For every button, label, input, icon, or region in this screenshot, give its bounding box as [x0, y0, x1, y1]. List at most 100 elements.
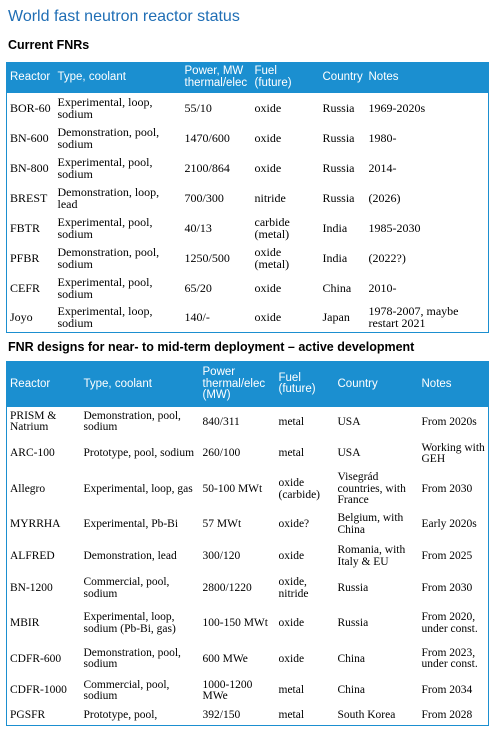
cell-power: 140/- — [184, 310, 210, 325]
cell-type: Experimental, loop, sodium — [57, 94, 153, 121]
cell-fuel: oxide — [278, 652, 305, 665]
cell-notes: 1985-2030 — [368, 220, 421, 235]
table-row: MYRRHA Experimental, Pb-Bi 57 MWt oxide?… — [7, 509, 489, 541]
cell-type: Commercial, pool, sodium — [83, 678, 170, 703]
cell-fuel: metal — [278, 709, 305, 722]
table-row: MBIR Experimental, loop, sodium (Pb-Bi, … — [7, 604, 489, 643]
cell-power: 57 MWt — [202, 518, 242, 531]
cell-notes: From 2030 — [421, 581, 473, 594]
cell-reactor: CDFR-600 — [10, 652, 62, 665]
cell-country: Russia — [322, 100, 355, 115]
col-header-type: Type, coolant — [80, 361, 200, 407]
cell-notes: (2026) — [368, 190, 401, 205]
cell-country: Russia — [322, 130, 355, 145]
cell-fuel: oxide — [254, 310, 282, 325]
cell-fuel: carbide (metal) — [254, 214, 290, 241]
cell-type: Demonstration, pool, sodium — [57, 244, 160, 271]
cell-country: Russia — [322, 190, 355, 205]
cell-notes: From 2025 — [421, 550, 473, 563]
cell-type: Experimental, pool, sodium — [57, 214, 153, 241]
col-header-notes: Notes — [365, 62, 489, 93]
cell-country: Russia — [337, 581, 369, 594]
cell-reactor: PFBR — [10, 250, 40, 265]
cell-fuel: oxide — [278, 550, 305, 563]
cell-power: 260/100 — [202, 447, 241, 460]
cell-type: Demonstration, pool, sodium — [83, 646, 181, 671]
table-row: PGSFR Prototype, pool, 392/150 metal Sou… — [7, 707, 489, 725]
table-row: ALFRED Demonstration, lead 300/120 oxide… — [7, 541, 489, 573]
cell-fuel: oxide, nitride — [278, 576, 309, 600]
cell-reactor: BN-1200 — [10, 581, 53, 594]
col-header-power: Power, MW thermal/elec — [181, 62, 252, 93]
table-row: BN-800 Experimental, pool, sodium 2100/8… — [7, 153, 489, 183]
table-row: Allegro Experimental, loop, gas 50-100 M… — [7, 470, 489, 509]
cell-type: Commercial, pool, sodium — [83, 576, 170, 600]
cell-type: Prototype, pool, — [83, 709, 158, 722]
cell-type: Demonstration, lead — [83, 550, 177, 563]
cell-country: USA — [337, 447, 361, 460]
table-row: FBTR Experimental, pool, sodium 40/13 ca… — [7, 213, 489, 243]
cell-fuel: oxide — [278, 617, 305, 630]
cell-power: 392/150 — [202, 709, 241, 722]
cell-country: Russia — [337, 617, 369, 630]
cell-reactor: ARC-100 — [10, 447, 55, 460]
table-row: BN-1200 Commercial, pool, sodium 2800/12… — [7, 573, 489, 605]
section-title-designs: FNR designs for near- to mid-term deploy… — [8, 340, 415, 354]
cell-country: South Korea — [337, 709, 396, 722]
cell-power: 40/13 — [184, 220, 212, 235]
table-row: CDFR-1000 Commercial, pool, sodium 1000-… — [7, 675, 489, 707]
cell-type: Prototype, pool, sodium — [83, 447, 195, 460]
cell-power: 1250/500 — [184, 250, 230, 265]
cell-reactor: Allegro — [10, 482, 46, 495]
col-header-country: Country — [334, 361, 419, 407]
col-header-country: Country — [319, 62, 366, 93]
cell-country: India — [322, 220, 348, 235]
table-row: PFBR Demonstration, pool, sodium 1250/50… — [7, 243, 489, 273]
cell-country: India — [322, 250, 348, 265]
cell-power: 700/300 — [184, 190, 224, 205]
cell-reactor: CEFR — [10, 280, 41, 295]
cell-notes: From 2034 — [421, 684, 473, 697]
current-fnr-table: Reactor Type, coolant Power, MW thermal/… — [6, 62, 489, 333]
cell-reactor: CDFR-1000 — [10, 684, 67, 697]
cell-type: Experimental, Pb-Bi — [83, 518, 179, 531]
cell-notes: From 2020, under const. — [421, 611, 478, 635]
cell-country: Romania, with Italy & EU — [337, 544, 406, 568]
cell-power: 2100/864 — [184, 160, 230, 175]
cell-fuel: metal — [278, 415, 305, 428]
cell-power: 2800/1220 — [202, 581, 252, 594]
page-title: World fast neutron reactor status — [8, 8, 240, 25]
table-row: PRISM & Natrium Demonstration, pool, sod… — [7, 407, 489, 439]
cell-fuel: oxide — [254, 160, 282, 175]
cell-fuel: metal — [278, 684, 305, 697]
cell-power: 65/20 — [184, 280, 212, 295]
table-row: BOR-60 Experimental, loop, sodium 55/10 … — [7, 93, 489, 123]
cell-reactor: PRISM & Natrium — [10, 409, 57, 434]
cell-reactor: BN-800 — [10, 160, 49, 175]
cell-notes: Working with GEH — [421, 441, 485, 466]
table-header-row: Reactor Type, coolant Power, MW thermal/… — [6, 62, 489, 93]
cell-type: Demonstration, pool, sodium — [83, 409, 181, 434]
cell-type: Experimental, loop, gas — [83, 482, 193, 495]
col-header-reactor: Reactor — [6, 62, 55, 93]
cell-country: China — [337, 652, 365, 665]
cell-fuel: oxide (carbide) — [278, 477, 321, 501]
col-header-type: Type, coolant — [54, 62, 182, 93]
table-row: ARC-100 Prototype, pool, sodium 260/100 … — [7, 438, 489, 470]
section-title-current: Current FNRs — [8, 38, 90, 52]
cell-power: 50-100 MWt — [202, 482, 263, 495]
cell-type: Experimental, loop, sodium — [57, 304, 153, 331]
cell-reactor: FBTR — [10, 220, 41, 235]
cell-notes: Early 2020s — [421, 518, 477, 531]
table-row: CDFR-600 Demonstration, pool, sodium 600… — [7, 643, 489, 675]
cell-notes: 1978-2007, maybe restart 2021 — [368, 304, 459, 331]
cell-notes: (2022?) — [368, 250, 406, 265]
cell-notes: 2014- — [368, 160, 397, 175]
cell-fuel: oxide — [254, 130, 282, 145]
cell-notes: 1980- — [368, 130, 397, 145]
table-header-row: Reactor Type, coolant Power thermal/elec… — [6, 361, 489, 407]
cell-notes: 2010- — [368, 280, 397, 295]
cell-country: USA — [337, 415, 361, 428]
cell-country: China — [337, 684, 365, 697]
table-row: Joyo Experimental, loop, sodium 140/- ox… — [7, 303, 489, 333]
